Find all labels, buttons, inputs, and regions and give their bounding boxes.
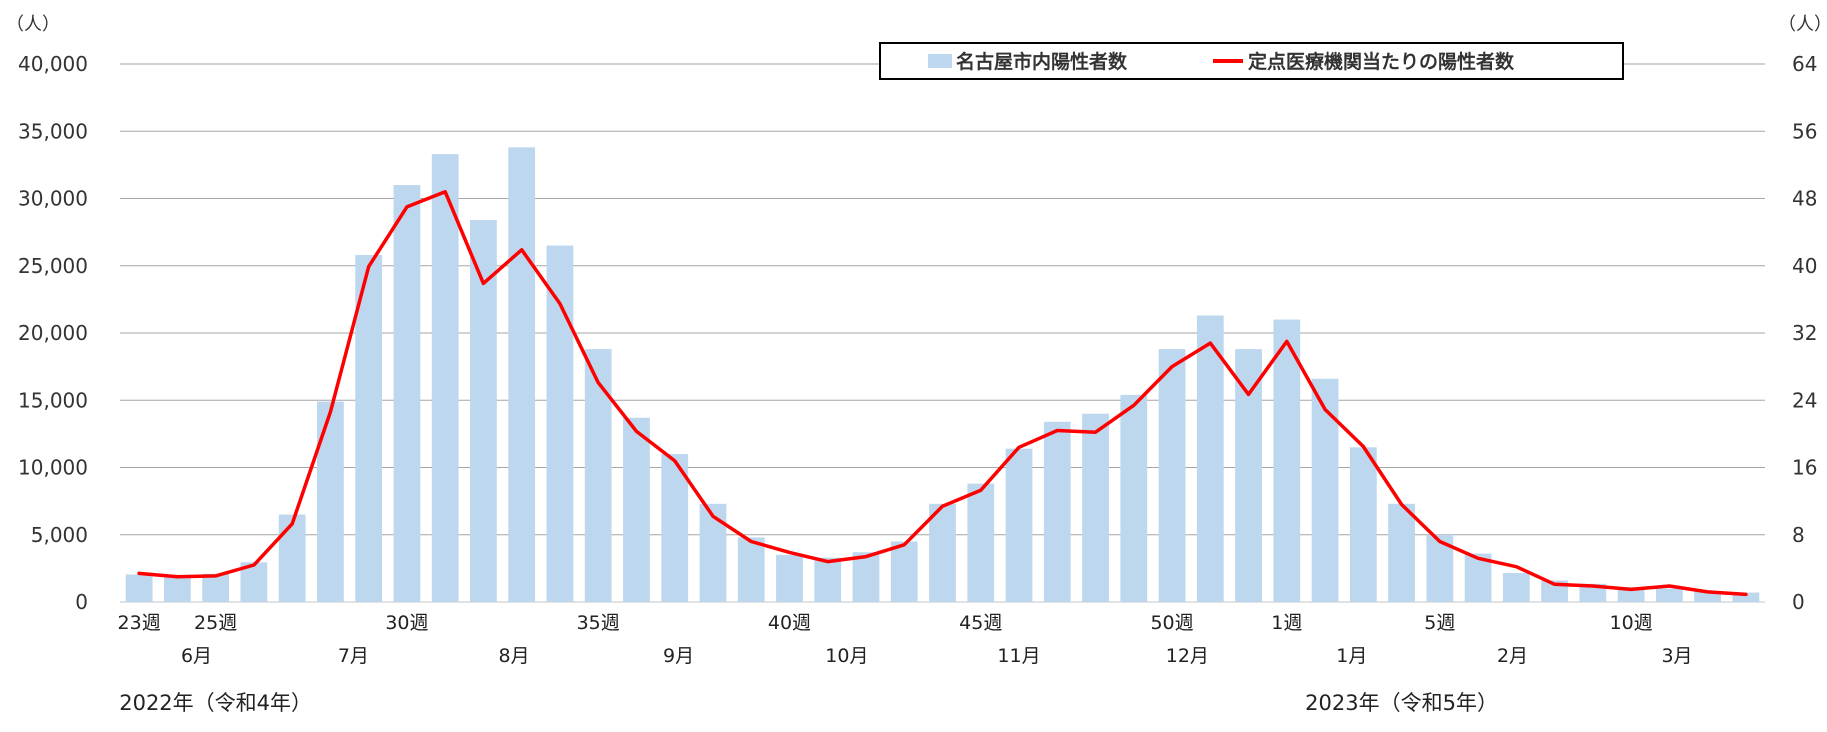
bar-series xyxy=(125,147,1760,603)
left-tick-label: 10,000 xyxy=(18,456,88,480)
bar xyxy=(278,514,306,602)
bar xyxy=(317,401,344,602)
bar xyxy=(1349,447,1377,602)
week-label: 35週 xyxy=(577,612,620,634)
bar xyxy=(737,537,765,602)
bar xyxy=(508,147,536,602)
bar xyxy=(1120,394,1148,602)
left-tick-label: 0 xyxy=(75,590,88,614)
bar xyxy=(699,503,727,602)
bar xyxy=(546,245,574,602)
bar xyxy=(163,575,191,602)
x-axis-labels: 23週 25週 30週 35週 40週 45週 50週 1週 5週 10週 6月 7月 8月 9月 10月 1… xyxy=(118,612,1693,715)
bar xyxy=(1005,448,1033,602)
left-tick-label: 15,000 xyxy=(18,388,88,412)
bar xyxy=(355,254,383,603)
bar xyxy=(1579,583,1607,602)
month-label: 2月 xyxy=(1497,645,1528,667)
month-label: 1月 xyxy=(1336,645,1367,667)
bar xyxy=(776,554,803,602)
bar xyxy=(967,483,995,602)
right-tick-label: 40 xyxy=(1792,254,1817,278)
month-label: 12月 xyxy=(1166,645,1209,667)
week-label: 45週 xyxy=(959,612,1002,634)
bar xyxy=(125,574,153,602)
week-label: 23週 xyxy=(118,612,161,634)
left-tick-label: 20,000 xyxy=(18,321,88,345)
week-label: 40週 xyxy=(768,612,811,634)
month-label: 3月 xyxy=(1661,645,1692,667)
bar xyxy=(202,573,230,602)
bar xyxy=(623,417,650,602)
right-tick-label: 48 xyxy=(1792,187,1817,211)
left-tick-label: 25,000 xyxy=(18,254,88,278)
month-label: 7月 xyxy=(338,645,369,667)
right-axis-ticks: 0 8 16 24 32 40 48 56 64 xyxy=(1792,52,1817,614)
bar xyxy=(852,552,880,602)
left-axis-unit: （人） xyxy=(6,14,60,35)
legend-line-label: 定点医療機関当たりの陽性者数 xyxy=(1248,50,1515,73)
bar xyxy=(1273,319,1301,602)
bar xyxy=(661,454,689,602)
line-path xyxy=(137,190,1748,597)
bar xyxy=(1311,378,1339,602)
bar xyxy=(1502,573,1530,602)
legend-bar-swatch xyxy=(928,54,952,68)
right-tick-label: 16 xyxy=(1792,456,1817,480)
year-label: 2022年（令和4年） xyxy=(119,691,312,715)
left-tick-label: 30,000 xyxy=(18,187,88,211)
week-label: 25週 xyxy=(194,612,237,634)
bar xyxy=(431,154,459,603)
week-label: 50週 xyxy=(1150,612,1193,634)
year-label: 2023年（令和5年） xyxy=(1305,691,1498,715)
right-tick-label: 64 xyxy=(1792,52,1817,76)
right-tick-label: 0 xyxy=(1792,590,1805,614)
bar xyxy=(393,185,421,603)
month-label: 8月 xyxy=(498,645,529,667)
bar xyxy=(890,541,918,602)
bar xyxy=(814,557,842,602)
week-label: 1週 xyxy=(1271,612,1302,634)
bar xyxy=(1196,315,1224,602)
left-axis-ticks: 0 5,000 10,000 15,000 20,000 25,000 30,000 35,0… xyxy=(18,52,88,614)
line-series xyxy=(137,190,1748,597)
week-label: 10週 xyxy=(1610,612,1653,634)
left-tick-label: 5,000 xyxy=(31,523,88,547)
bar xyxy=(1043,421,1071,602)
bar xyxy=(1694,591,1722,602)
bar xyxy=(929,503,956,602)
bar xyxy=(1655,588,1683,602)
month-label: 6月 xyxy=(181,645,212,667)
month-label: 11月 xyxy=(997,645,1040,667)
bar xyxy=(1235,349,1262,602)
left-tick-label: 40,000 xyxy=(18,52,88,76)
right-tick-label: 32 xyxy=(1792,321,1817,345)
right-tick-label: 56 xyxy=(1792,119,1817,143)
week-label: 5週 xyxy=(1424,612,1455,634)
bar xyxy=(1732,592,1760,602)
bar xyxy=(1082,413,1109,602)
legend-bar-label: 名古屋市内陽性者数 xyxy=(956,50,1128,73)
left-tick-label: 35,000 xyxy=(18,119,88,143)
week-label: 30週 xyxy=(385,612,428,634)
bar xyxy=(1617,587,1645,602)
right-tick-label: 8 xyxy=(1792,523,1805,547)
right-axis-unit: （人） xyxy=(1778,14,1827,35)
legend: 名古屋市内陽性者数 定点医療機関当たりの陽性者数 xyxy=(879,42,1624,80)
bar xyxy=(1388,503,1415,602)
bar xyxy=(1158,349,1186,602)
right-tick-label: 24 xyxy=(1792,388,1817,412)
legend-box xyxy=(879,42,1624,80)
month-label: 10月 xyxy=(825,645,868,667)
month-label: 9月 xyxy=(663,645,694,667)
bar xyxy=(584,349,612,602)
